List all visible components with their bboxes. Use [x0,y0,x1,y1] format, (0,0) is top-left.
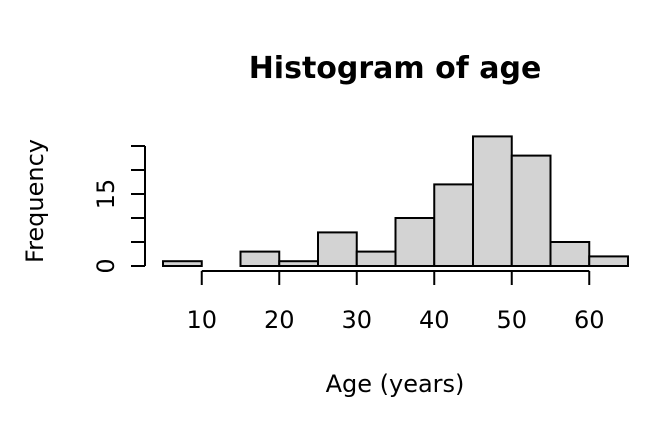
histogram-bar-3 [278,260,319,268]
y-axis: 0 15 [92,145,146,274]
histogram-bar-4 [317,231,358,267]
histogram-bar-10 [549,241,591,267]
histogram-bar-6 [394,217,436,267]
histogram-bar-9 [510,154,552,268]
x-tick-label-2: 30 [341,306,372,334]
bars-group [162,135,629,268]
chart-title: Histogram of age [249,51,542,86]
x-tick-label-0: 10 [186,306,217,334]
y-tick-label-3: 15 [92,179,120,210]
x-tick-label-4: 50 [496,306,527,334]
x-axis: 10 20 30 40 50 60 [186,270,605,334]
x-tick-label-3: 40 [419,306,450,334]
x-tick-label-1: 20 [264,306,295,334]
x-axis-label: Age (years) [326,370,465,398]
histogram-bar-7 [433,183,474,267]
y-axis-label: Frequency [21,139,49,263]
histogram-bar-11 [588,255,629,267]
y-tick-label-0: 0 [92,258,120,273]
histogram-bar-5 [355,250,397,268]
histogram-bar-0 [162,260,203,268]
histogram-bar-8 [472,135,513,267]
x-tick-label-5: 60 [574,306,605,334]
histogram-bar-2 [239,250,281,268]
